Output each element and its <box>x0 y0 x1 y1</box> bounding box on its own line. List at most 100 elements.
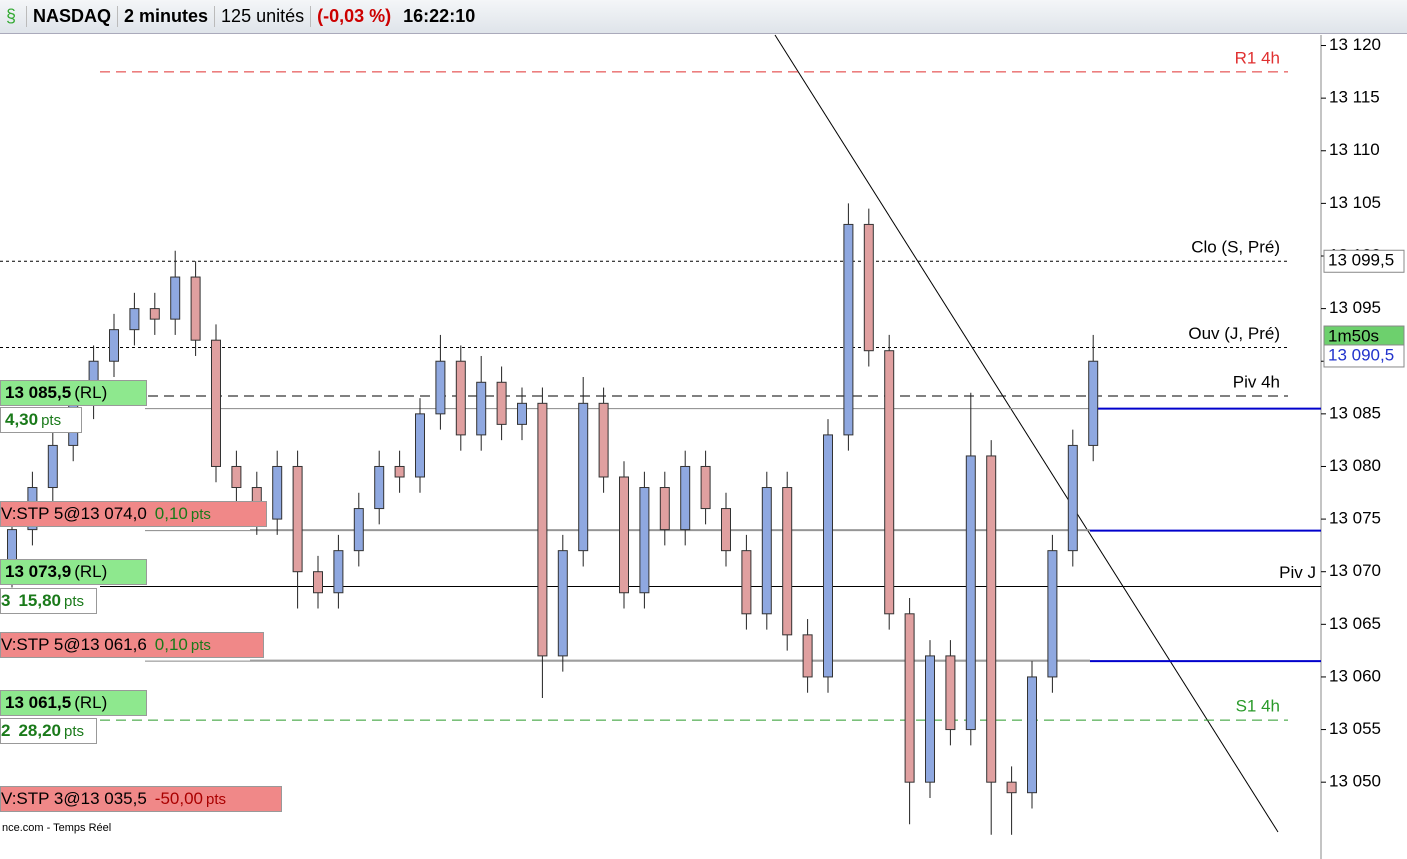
candle-body <box>394 465 405 478</box>
order-text: V:STP 5@13 074,0 <box>1 504 147 523</box>
y-tick-label: 13 055 <box>1329 719 1381 738</box>
candle-body <box>211 339 221 467</box>
candle-body <box>1088 360 1099 446</box>
trend-line <box>774 34 1279 833</box>
candle-body <box>557 550 568 657</box>
order-text: 4,30 <box>5 410 39 429</box>
candle-body <box>272 465 283 520</box>
candle-body <box>904 613 915 783</box>
order-box[interactable]: V:STP 3@13 035,5 -50,00 pts <box>0 786 282 812</box>
level-label: R1 4h <box>1235 48 1280 67</box>
candle-body <box>190 276 201 341</box>
candle-body <box>741 550 752 615</box>
candle-body <box>170 276 181 320</box>
candle-body <box>313 571 323 594</box>
order-text: (RL) <box>74 562 108 581</box>
order-text: pts <box>206 790 227 808</box>
y-tick-label: 13 105 <box>1329 193 1381 212</box>
icon: § <box>0 6 27 27</box>
candle-body <box>802 634 813 678</box>
price-tag-label: 13 099,5 <box>1328 251 1394 270</box>
order-box[interactable]: 13 061,5 (RL) <box>0 690 147 716</box>
order-text: 2 <box>1 721 11 740</box>
instrument[interactable]: NASDAQ <box>27 6 119 27</box>
price-tag-label: 1m50s <box>1328 327 1379 346</box>
units[interactable]: 125 unités <box>215 6 312 27</box>
order-text: pts <box>64 592 85 610</box>
candle-body <box>435 360 446 415</box>
order-text: 3 <box>1 591 11 610</box>
candle-body <box>945 655 956 731</box>
candle-body <box>129 308 140 331</box>
candle-body <box>231 465 242 489</box>
y-tick-label: 13 080 <box>1329 456 1381 475</box>
candle-body <box>965 455 976 731</box>
candle-body <box>863 223 874 352</box>
y-tick-label: 13 060 <box>1329 666 1381 685</box>
order-text: 0,10 <box>154 504 188 523</box>
candle-body <box>1006 781 1017 794</box>
order-text: 13 085,5 <box>5 383 72 402</box>
candle-body <box>721 508 731 552</box>
time: 16:22:10 <box>403 6 476 26</box>
candle-body <box>1027 676 1037 794</box>
candle-body <box>496 381 507 425</box>
candle-body <box>353 508 364 552</box>
order-text: 13 073,9 <box>5 562 72 581</box>
order-text: 15,80 <box>18 591 62 610</box>
candle-body <box>598 402 609 478</box>
timeframe[interactable]: 2 minutes <box>118 6 216 27</box>
toolbar: § NASDAQ 2 minutes 125 unités (-0,03 %) … <box>0 0 1407 34</box>
candle-body <box>109 329 119 362</box>
candle-body <box>680 465 691 531</box>
candle-body <box>619 476 629 594</box>
y-tick-label: 13 095 <box>1329 298 1381 317</box>
y-tick-label: 13 115 <box>1329 88 1380 107</box>
order-box[interactable]: V:STP 5@13 061,6 0,10 pts <box>0 632 264 658</box>
level-label: Clo (S, Pré) <box>1191 238 1280 257</box>
order-box[interactable]: 2 28,20 pts <box>0 718 97 744</box>
order-text: -50,00 <box>154 789 203 808</box>
candle-body <box>823 434 833 678</box>
order-box[interactable]: V:STP 5@13 074,0 0,10 pts <box>0 501 267 527</box>
order-box[interactable]: 13 085,5 (RL) <box>0 380 147 406</box>
level-label: Piv J <box>1279 563 1316 582</box>
candle-body <box>884 350 895 615</box>
candle-body <box>700 465 711 510</box>
order-text: 28,20 <box>18 721 62 740</box>
candle-body <box>292 465 303 573</box>
y-tick-label: 13 065 <box>1329 614 1381 633</box>
order-box[interactable]: 4,30 pts <box>0 407 82 433</box>
order-text: pts <box>190 636 211 654</box>
candle-body <box>415 413 425 478</box>
candle-body <box>1047 550 1058 678</box>
y-tick-label: 13 120 <box>1329 35 1381 54</box>
candle-body <box>925 655 935 783</box>
order-text: 13 061,5 <box>5 693 72 712</box>
y-tick-label: 13 070 <box>1329 561 1381 580</box>
order-text: 0,10 <box>154 635 188 654</box>
order-text: pts <box>190 505 211 523</box>
order-text: V:STP 5@13 061,6 <box>1 635 147 654</box>
candle-body <box>782 487 793 636</box>
y-tick-label: 13 085 <box>1329 403 1381 422</box>
order-text: (RL) <box>74 383 108 402</box>
candle-body <box>333 550 344 594</box>
change: (-0,03 %) <box>317 6 392 26</box>
footer: nce.com - Temps Réel <box>2 822 111 834</box>
order-box[interactable]: 3 15,80 pts <box>0 588 97 614</box>
y-tick-label: 13 050 <box>1329 772 1381 791</box>
level-label: Piv 4h <box>1233 372 1280 391</box>
price-tag <box>1323 344 1405 368</box>
order-text: V:STP 3@13 035,5 <box>1 789 147 808</box>
candle-body <box>476 381 487 436</box>
y-tick-label: 13 075 <box>1329 509 1381 528</box>
candle-body <box>843 223 854 436</box>
candle-body <box>761 487 772 615</box>
candle-body <box>517 402 527 425</box>
price-tag <box>1323 249 1405 273</box>
order-box[interactable]: 13 073,9 (RL) <box>0 559 147 585</box>
candle-body <box>659 487 670 531</box>
